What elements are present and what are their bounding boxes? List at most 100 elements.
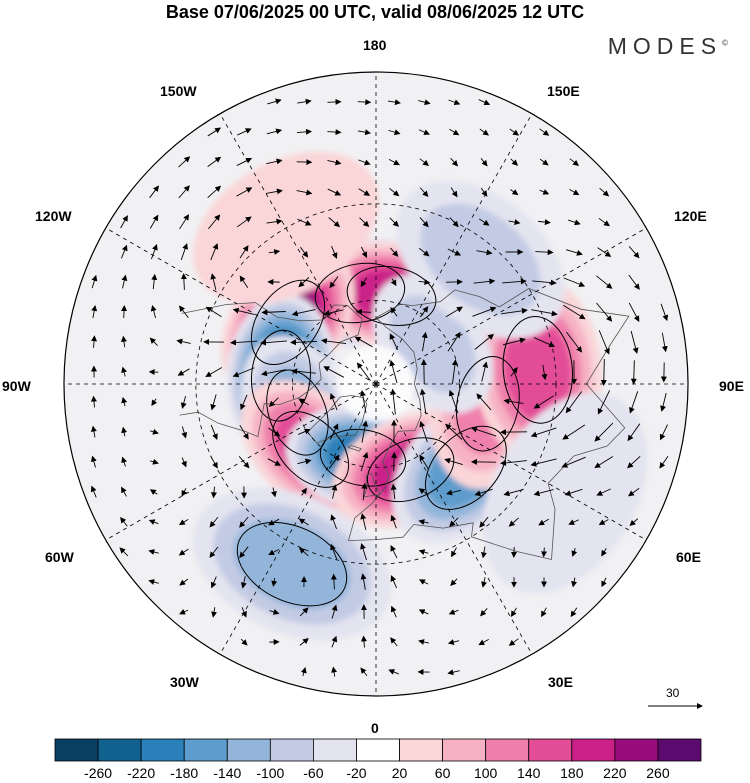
wind-vector: [268, 548, 280, 556]
wind-vector: [541, 607, 547, 618]
coast-north-america-west: [181, 302, 363, 322]
wind-vector: [240, 638, 248, 646]
coast-greenland: [307, 395, 368, 444]
wind-vector: [121, 486, 127, 497]
wind-vector: [597, 247, 612, 257]
colorbar-segment: [356, 738, 400, 762]
wind-vector: [120, 244, 128, 259]
wind-vector: [120, 335, 127, 348]
wind-vector: [205, 306, 222, 318]
wind-vector: [148, 519, 159, 525]
wind-vector: [232, 367, 255, 378]
wind-vector: [327, 129, 342, 136]
wind-vector: [533, 489, 554, 497]
wind-vector: [178, 519, 189, 526]
wind-vector: [236, 187, 253, 197]
colorbar-segment: [54, 738, 99, 762]
wind-vector: [330, 514, 337, 530]
colorbar-tick-label: 220: [603, 765, 627, 781]
wind-vector: [598, 519, 609, 525]
wind-vector: [561, 456, 586, 468]
wind-vector: [569, 188, 580, 196]
wind-vector: [328, 217, 341, 228]
map-border: [63, 71, 689, 697]
lon-label-120e: 120E: [674, 208, 707, 224]
wind-vector: [568, 219, 581, 226]
wind-vector: [597, 390, 611, 415]
wind-vector: [355, 308, 372, 315]
wind-vector: [327, 98, 342, 105]
meridian-line: [214, 383, 377, 665]
wind-vector: [601, 577, 607, 588]
wind-vector: [149, 428, 159, 435]
wind-vector: [389, 360, 398, 384]
wind-vector: [327, 159, 342, 166]
wind-vector: [211, 607, 217, 618]
wind-vector: [299, 637, 309, 646]
wind-vector: [418, 609, 429, 615]
wind-vector: [330, 543, 338, 560]
wind-vector: [596, 302, 613, 322]
wind-vector: [390, 575, 397, 589]
wind-vector: [300, 667, 307, 677]
wind-vector: [474, 333, 495, 350]
wind-vector: [209, 546, 219, 558]
wind-vector: [594, 456, 614, 469]
wind-vector: [390, 247, 399, 257]
wind-vector: [478, 99, 491, 106]
wind-vector: [390, 483, 397, 500]
wind-vector: [91, 304, 98, 319]
wind-vector: [601, 548, 607, 557]
wind-vector: [177, 368, 190, 376]
wind-vector: [628, 246, 640, 259]
wind-vector: [359, 389, 367, 414]
wind-vector: [629, 391, 639, 414]
wind-vector: [419, 420, 428, 443]
wind-vector: [236, 157, 253, 166]
wind-vector: [149, 185, 160, 199]
wind-vector: [291, 368, 316, 375]
wind-vector: [331, 604, 338, 619]
wind-vector: [323, 309, 344, 316]
wind-vector: [207, 185, 222, 199]
wind-vector: [360, 543, 367, 561]
wind-vector: [360, 513, 367, 531]
wind-vector: [562, 424, 586, 440]
colorbar-segment: [97, 738, 142, 762]
wind-vector: [449, 517, 459, 527]
wind-vector: [535, 249, 554, 256]
wind-vector: [358, 159, 371, 166]
colorbar-segment: [614, 738, 659, 762]
wind-vector: [476, 249, 493, 256]
wind-vector: [266, 158, 283, 165]
wind-vector: [360, 667, 368, 677]
wind-vector: [390, 388, 397, 415]
wind-vector: [331, 245, 338, 259]
colorbar-segment: [312, 738, 357, 762]
wind-vector: [389, 188, 400, 197]
brand-logo: MODES©: [608, 33, 728, 60]
wind-vector: [419, 187, 429, 197]
meridian-line: [375, 383, 657, 546]
lon-label-60e: 60E: [676, 549, 701, 565]
wind-vector: [533, 395, 554, 409]
wind-vector: [570, 607, 578, 618]
wind-vector: [239, 275, 249, 288]
wind-vector: [444, 457, 463, 466]
colorbar-segment: [442, 738, 487, 762]
wind-vector: [267, 98, 282, 105]
wind-vector: [563, 277, 586, 287]
wind-vector: [269, 609, 280, 615]
wind-vector: [241, 607, 247, 618]
wind-vector: [508, 219, 521, 226]
lon-label-90w: 90W: [2, 378, 31, 394]
wind-vector: [268, 427, 281, 437]
wind-vector: [478, 638, 489, 646]
wind-vector: [209, 516, 219, 528]
wind-vector: [563, 304, 586, 320]
wind-vector: [360, 277, 368, 288]
lon-label-30e: 30E: [548, 674, 573, 690]
wind-vector: [297, 218, 312, 226]
anomaly-field: [192, 151, 648, 641]
